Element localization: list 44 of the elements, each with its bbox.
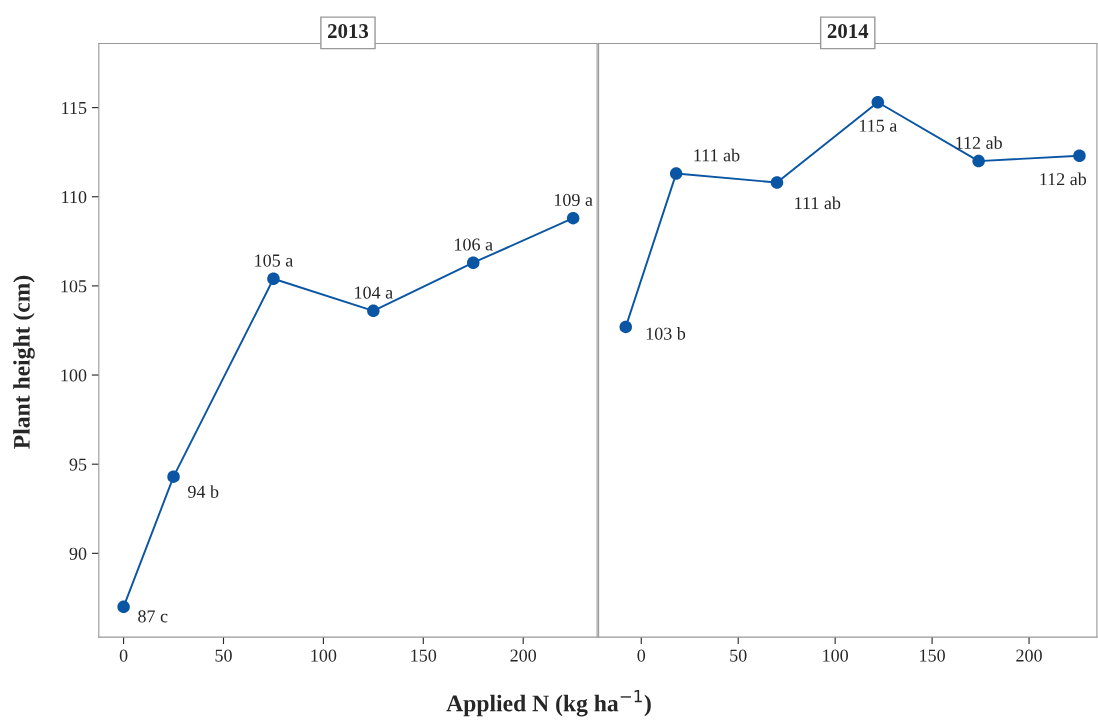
- point: [367, 304, 380, 318]
- chart-title: 2013: [328, 24, 369, 39]
- y-axis-title: Plant height (cm): [13, 275, 35, 449]
- x-tick-label: 200: [1016, 649, 1042, 662]
- x-tick-label: 150: [920, 649, 945, 662]
- x-tick-label: 50: [730, 649, 747, 662]
- data-label: 94 b: [188, 485, 219, 498]
- y-tick-label: 100: [61, 369, 87, 382]
- x-tick-label: 200: [510, 649, 537, 662]
- x-tick-label: 100: [823, 649, 849, 662]
- x-axis-title: Applied N (kg ha$^{−1}$): [446, 690, 651, 717]
- point: [167, 470, 180, 483]
- data-label: 112 ab: [1040, 172, 1087, 186]
- point: [466, 256, 480, 269]
- x-tick-label: 0: [637, 649, 646, 662]
- data-label: 87 c: [138, 610, 168, 623]
- point: [1073, 149, 1086, 163]
- data-label: 112 ab: [956, 136, 1002, 149]
- point: [770, 176, 784, 189]
- y-tick-label: 90: [69, 547, 87, 560]
- point: [669, 167, 683, 180]
- point: [972, 154, 985, 168]
- data-label: 111 ab: [795, 196, 841, 210]
- x-tick-label: 0: [119, 649, 128, 662]
- chart-title: 2014: [827, 24, 869, 39]
- y-tick-label: 105: [61, 280, 87, 293]
- data-label: 103 b: [646, 327, 686, 340]
- x-tick-label: 50: [215, 649, 232, 662]
- x-tick-label: 150: [411, 649, 437, 662]
- data-label: 115 a: [859, 119, 898, 132]
- point: [267, 272, 280, 286]
- data-label: 109 a: [554, 193, 593, 207]
- point: [871, 96, 885, 109]
- data-label: 104 a: [355, 286, 393, 299]
- x-tick-label: 100: [311, 649, 337, 662]
- y-tick-label: 115: [62, 101, 87, 115]
- y-tick-label: 110: [62, 191, 87, 204]
- point: [566, 211, 580, 225]
- point: [619, 320, 632, 334]
- data-label: 106 a: [455, 238, 493, 251]
- data-label: 111 ab: [694, 148, 740, 162]
- point: [117, 600, 130, 614]
- data-label: 105 a: [255, 254, 293, 267]
- y-tick-label: 95: [69, 458, 87, 471]
